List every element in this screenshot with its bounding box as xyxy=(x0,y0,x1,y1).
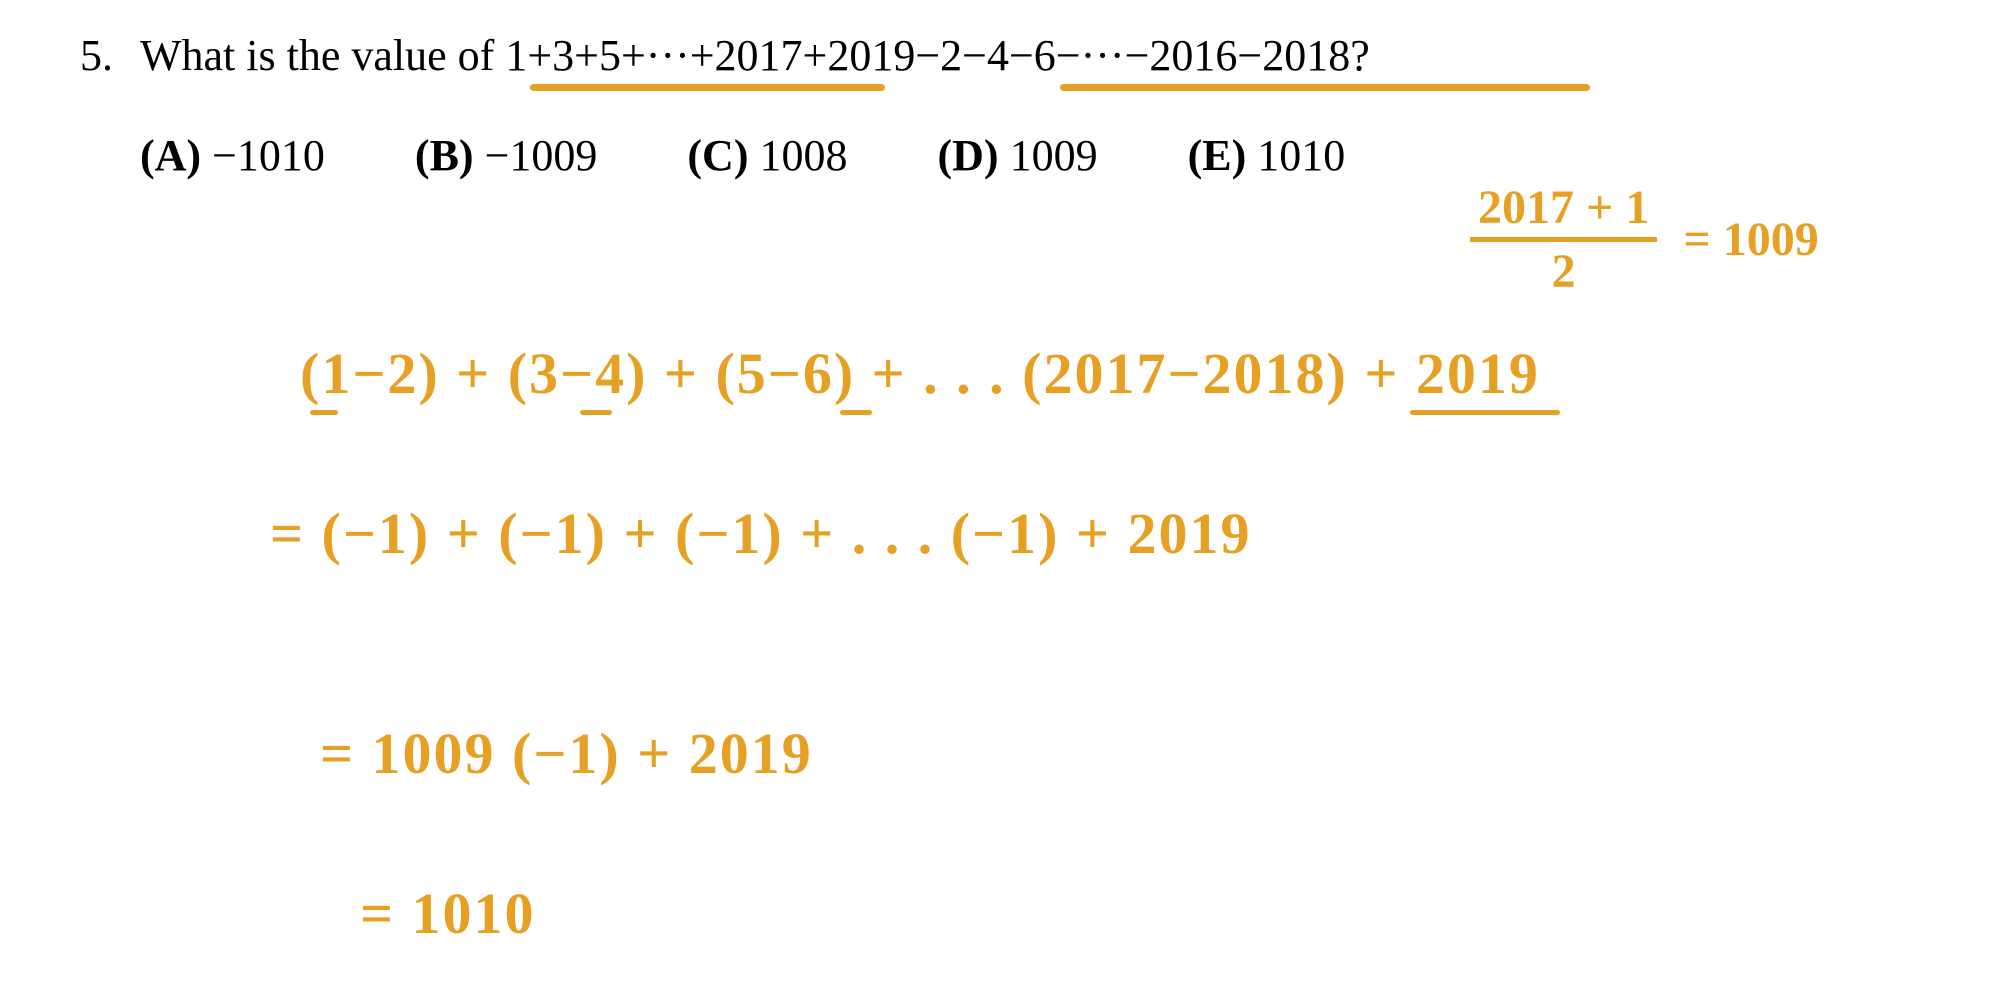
underline-even-sum xyxy=(1060,84,1590,91)
hw-underline-3 xyxy=(580,410,612,415)
q-number: 5. xyxy=(80,31,113,80)
work-line-1: (1−2) + (3−4) + (5−6) + . . . (2017−2018… xyxy=(300,340,1540,407)
choice-D: (D) 1009 xyxy=(938,130,1098,181)
question-number: 5. xyxy=(80,30,113,83)
choice-B-value: −1009 xyxy=(485,131,598,180)
question-text: What is the value of 1+3+5+···+2017+2019… xyxy=(140,30,1370,83)
choice-C-value: 1008 xyxy=(760,131,848,180)
choice-B: (B) −1009 xyxy=(415,130,597,181)
choice-C-label: (C) xyxy=(687,131,748,180)
q-suffix: ? xyxy=(1350,31,1370,80)
side-calc-fraction: 2017 + 1 2 xyxy=(1470,180,1657,299)
choice-B-label: (B) xyxy=(415,131,474,180)
work-line-2: = (−1) + (−1) + (−1) + . . . (−1) + 2019 xyxy=(270,500,1251,567)
choice-A-label: (A) xyxy=(140,131,201,180)
choice-E-label: (E) xyxy=(1188,131,1247,180)
hw-underline-2017 xyxy=(1410,410,1560,415)
side-calc-numerator: 2017 + 1 xyxy=(1470,180,1657,242)
work-line-3: = 1009 (−1) + 2019 xyxy=(320,720,813,787)
choice-C: (C) 1008 xyxy=(687,130,847,181)
choice-D-value: 1009 xyxy=(1010,131,1098,180)
hw-underline-1 xyxy=(310,410,338,415)
work-line-4: = 1010 xyxy=(360,880,536,947)
underline-odd-sum xyxy=(530,84,885,91)
choice-A: (A) −1010 xyxy=(140,130,325,181)
choice-D-label: (D) xyxy=(938,131,999,180)
choice-E: (E) 1010 xyxy=(1188,130,1346,181)
answer-choices: (A) −1010 (B) −1009 (C) 1008 (D) 1009 (E… xyxy=(140,130,1345,181)
hw-underline-5 xyxy=(840,410,872,415)
choice-A-value: −1010 xyxy=(212,131,325,180)
side-calc: 2017 + 1 2 = 1009 xyxy=(1470,180,1819,299)
q-prefix: What is the value of xyxy=(140,31,505,80)
q-expression: 1+3+5+···+2017+2019−2−4−6−···−2016−2018 xyxy=(505,31,1350,80)
page: 5. What is the value of 1+3+5+···+2017+2… xyxy=(0,0,2002,998)
side-calc-denominator: 2 xyxy=(1470,242,1657,299)
choice-E-value: 1010 xyxy=(1257,131,1345,180)
side-calc-result: = 1009 xyxy=(1683,213,1818,266)
